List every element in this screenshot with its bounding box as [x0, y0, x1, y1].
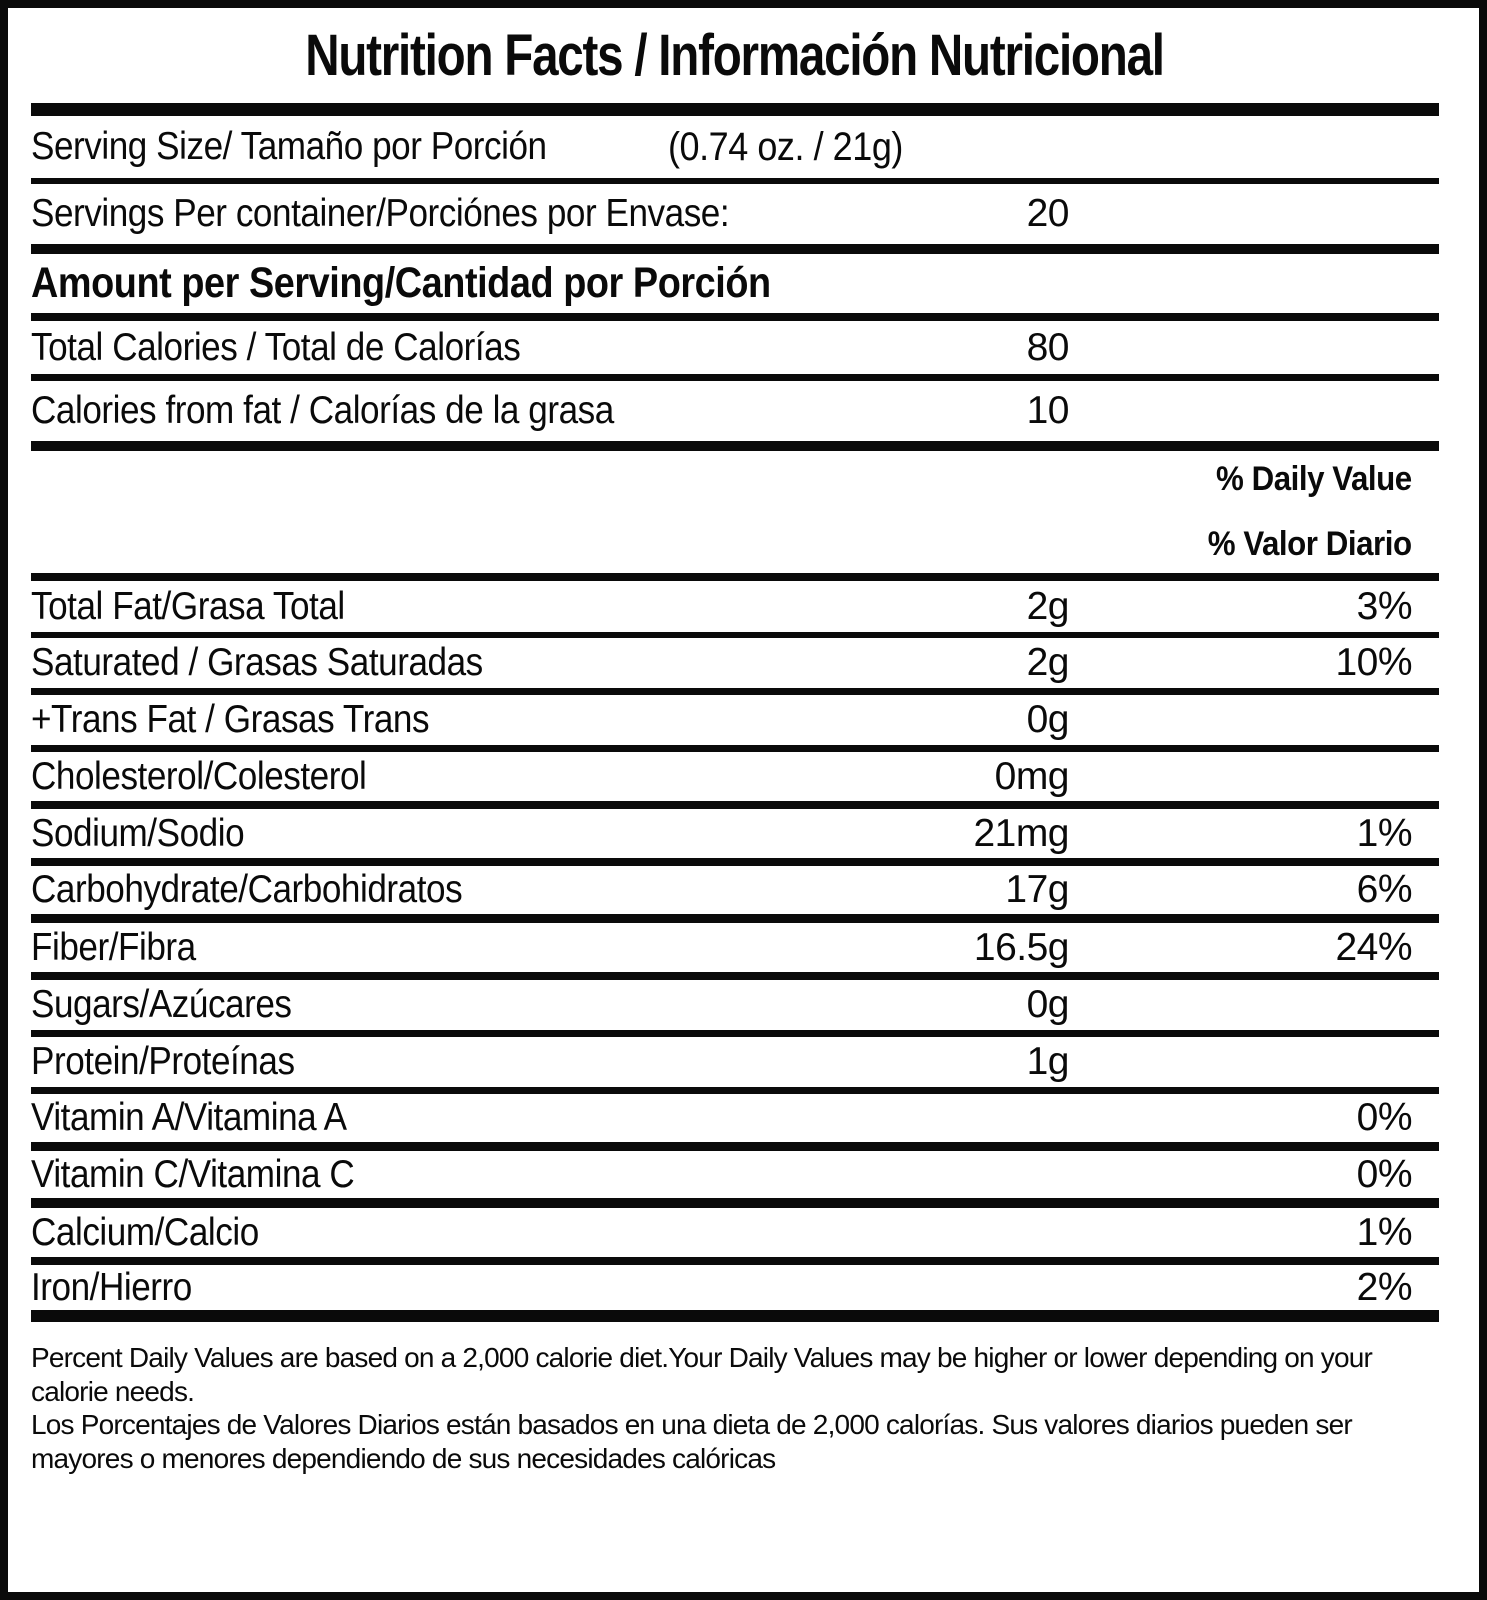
calories-from-fat-label: Calories from fat / Calorías de la grasa — [31, 389, 614, 432]
nutrient-row: Total Fat/Grasa Total 2g 3% — [31, 581, 1439, 638]
title-separator-bar — [31, 103, 1439, 116]
nutrient-amount: 21mg — [973, 811, 1069, 855]
serving-size-row: Serving Size/ Tamaño por Porción (0.74 o… — [31, 116, 1439, 184]
nutrient-row: Sugars/Azúcares 0g — [31, 980, 1439, 1037]
total-calories-label: Total Calories / Total de Calorías — [31, 325, 521, 369]
nutrient-row: Vitamin C/Vitamina C 0% — [31, 1151, 1439, 1208]
nutrient-row: Fiber/Fibra 16.5g 24% — [31, 923, 1439, 980]
calories-from-fat-value: 10 — [1026, 389, 1070, 432]
servings-per-container-row: Servings Per container/Porciónes por Env… — [31, 184, 1439, 254]
nutrient-daily-value: 6% — [1356, 868, 1413, 911]
nutrient-daily-value: 1% — [1356, 811, 1413, 855]
total-calories-row: Total Calories / Total de Calorías 80 — [31, 321, 1439, 381]
nutrient-daily-value: 24% — [1335, 925, 1412, 969]
nutrient-amount: 16.5g — [973, 925, 1070, 969]
daily-value-header: % Daily Value % Valor Diario — [31, 451, 1439, 581]
nutrient-daily-value: 10% — [1335, 641, 1412, 684]
serving-size-label: Serving Size/ Tamaño por Porción — [31, 125, 547, 168]
nutrient-label: Carbohydrate/Carbohidratos — [31, 868, 463, 911]
footnote: Percent Daily Values are based on a 2,00… — [31, 1322, 1439, 1592]
daily-value-header-es: % Valor Diario — [1208, 525, 1412, 563]
nutrient-label: Sodium/Sodio — [31, 811, 245, 855]
servings-per-container-value: 20 — [1026, 192, 1070, 235]
amount-per-serving-header: Amount per Serving/Cantidad por Porción — [31, 254, 1439, 321]
nutrient-row: Calcium/Calcio 1% — [31, 1208, 1439, 1265]
nutrient-row: Vitamin A/Vitamina A 0% — [31, 1094, 1439, 1151]
nutrient-amount: 0g — [1026, 698, 1070, 741]
nutrient-amount: 1g — [1026, 1040, 1070, 1083]
nutrient-row: Iron/Hierro 2% — [31, 1265, 1439, 1322]
serving-size-value: (0.74 oz. / 21g) — [668, 124, 903, 169]
daily-value-header-en: % Daily Value — [1216, 460, 1412, 498]
amount-per-serving-label: Amount per Serving/Cantidad por Porción — [31, 259, 771, 307]
nutrient-label: Calcium/Calcio — [31, 1210, 259, 1254]
nutrient-amount: 2g — [1026, 584, 1070, 628]
nutrient-row: +Trans Fat / Grasas Trans 0g — [31, 695, 1439, 752]
nutrient-amount: 2g — [1026, 641, 1070, 684]
nutrient-row: Saturated / Grasas Saturadas 2g 10% — [31, 638, 1439, 695]
nutrient-daily-value: 3% — [1356, 584, 1413, 628]
nutrient-daily-value: 0% — [1356, 1152, 1413, 1196]
nutrient-label: Cholesterol/Colesterol — [31, 754, 367, 798]
nutrient-row: Sodium/Sodio 21mg 1% — [31, 809, 1439, 866]
label-title: Nutrition Facts / Información Nutriciona… — [305, 23, 1166, 88]
nutrient-label: Iron/Hierro — [31, 1265, 192, 1309]
nutrient-amount: 17g — [1005, 868, 1069, 911]
nutrient-label: Saturated / Grasas Saturadas — [31, 641, 483, 684]
nutrient-daily-value: 1% — [1356, 1210, 1413, 1254]
nutrient-label: +Trans Fat / Grasas Trans — [31, 698, 430, 741]
label-title-block: Nutrition Facts / Información Nutriciona… — [31, 8, 1439, 103]
nutrient-rows: Total Fat/Grasa Total 2g 3% Saturated / … — [31, 581, 1439, 1322]
nutrient-daily-value: 0% — [1356, 1096, 1413, 1139]
servings-per-container-label: Servings Per container/Porciónes por Env… — [31, 192, 730, 235]
nutrient-label: Protein/Proteínas — [31, 1040, 295, 1083]
nutrient-row: Cholesterol/Colesterol 0mg — [31, 752, 1439, 809]
total-calories-value: 80 — [1026, 325, 1070, 369]
nutrient-label: Sugars/Azúcares — [31, 983, 292, 1026]
nutrient-amount: 0mg — [994, 754, 1070, 798]
footnote-en: Percent Daily Values are based on a 2,00… — [31, 1342, 1373, 1407]
nutrient-amount: 0g — [1026, 983, 1070, 1026]
calories-from-fat-row: Calories from fat / Calorías de la grasa… — [31, 381, 1439, 451]
nutrient-label: Fiber/Fibra — [31, 925, 196, 969]
footnote-es: Los Porcentajes de Valores Diarios están… — [31, 1409, 1353, 1474]
nutrient-row: Carbohydrate/Carbohidratos 17g 6% — [31, 866, 1439, 923]
nutrient-daily-value: 2% — [1356, 1265, 1413, 1309]
nutrient-label: Vitamin C/Vitamina C — [31, 1152, 355, 1196]
nutrient-row: Protein/Proteínas 1g — [31, 1037, 1439, 1094]
nutrient-label: Vitamin A/Vitamina A — [31, 1096, 347, 1139]
nutrient-label: Total Fat/Grasa Total — [31, 584, 345, 628]
